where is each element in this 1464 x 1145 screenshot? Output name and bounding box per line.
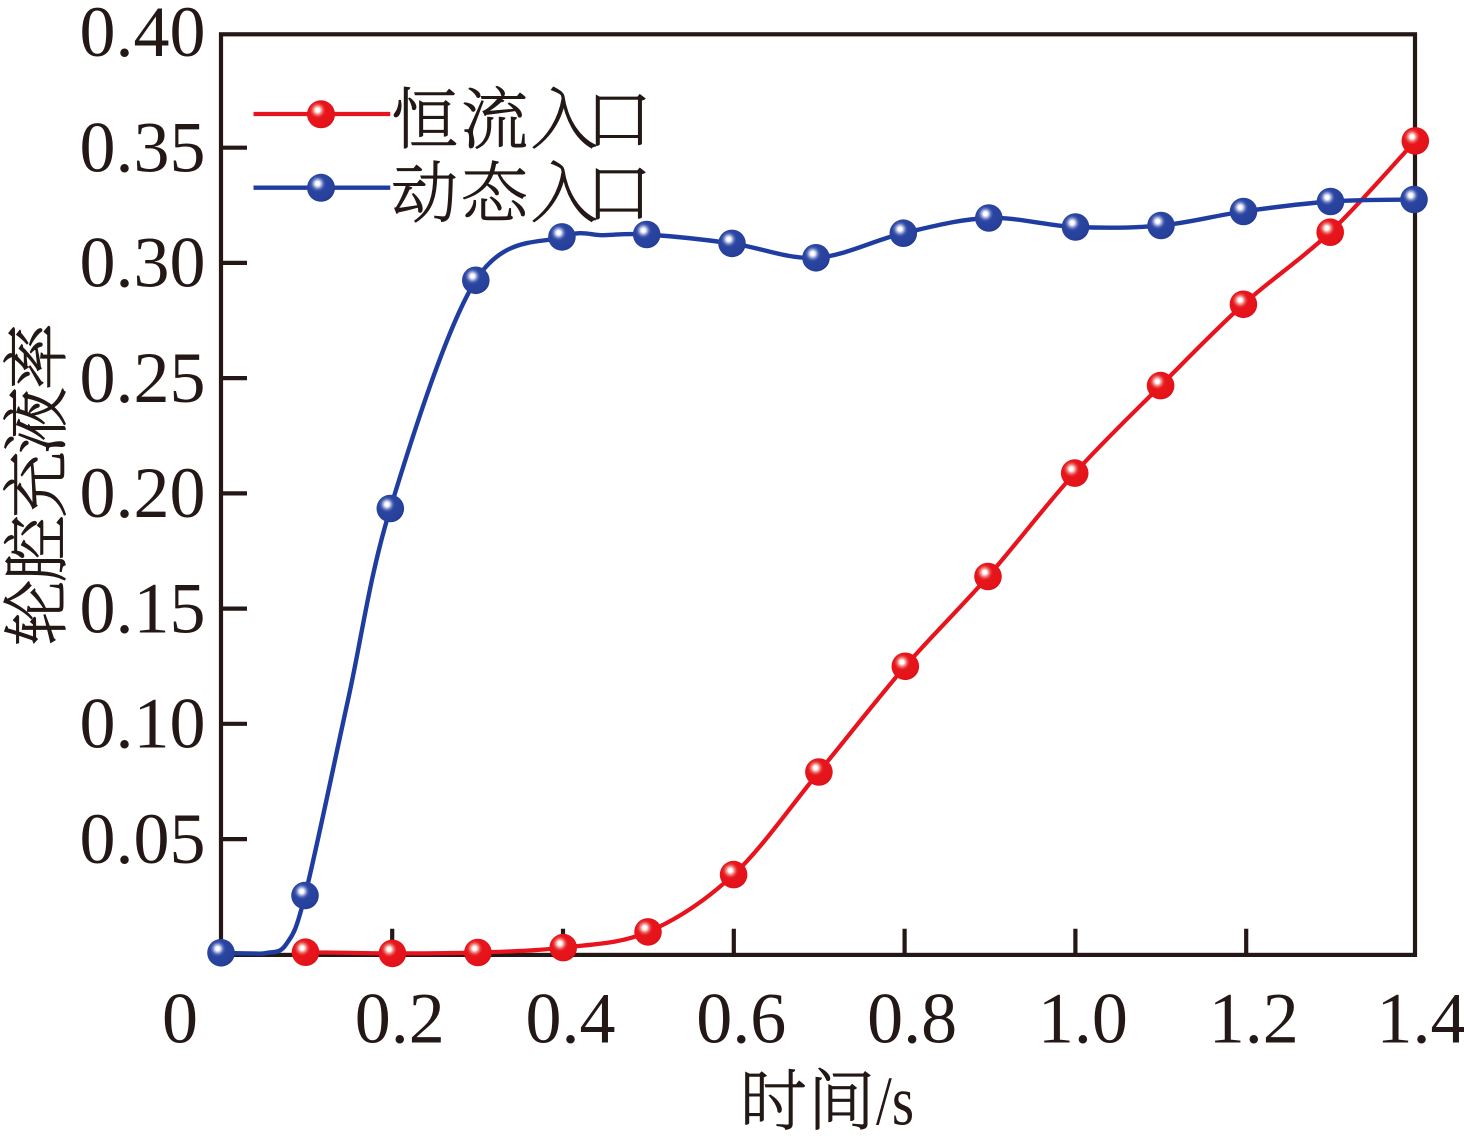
svg-text:0.15: 0.15	[80, 568, 206, 648]
svg-text:1.4: 1.4	[1377, 979, 1464, 1059]
svg-text:0.20: 0.20	[80, 453, 206, 533]
svg-text:1.2: 1.2	[1209, 979, 1299, 1059]
svg-text:0.40: 0.40	[80, 0, 206, 72]
svg-text:0.30: 0.30	[80, 223, 206, 303]
svg-text:0.4: 0.4	[526, 979, 616, 1059]
svg-text:/s: /s	[876, 1064, 914, 1141]
svg-text:0.2: 0.2	[355, 979, 445, 1059]
svg-text:0.35: 0.35	[80, 107, 206, 187]
svg-text:0.8: 0.8	[867, 979, 957, 1059]
svg-text:0.25: 0.25	[80, 338, 206, 418]
svg-text:0.10: 0.10	[80, 684, 206, 764]
svg-text:0.05: 0.05	[80, 799, 206, 879]
svg-text:0.6: 0.6	[696, 979, 786, 1059]
svg-text:1.0: 1.0	[1038, 979, 1128, 1059]
svg-text:0: 0	[162, 979, 198, 1059]
